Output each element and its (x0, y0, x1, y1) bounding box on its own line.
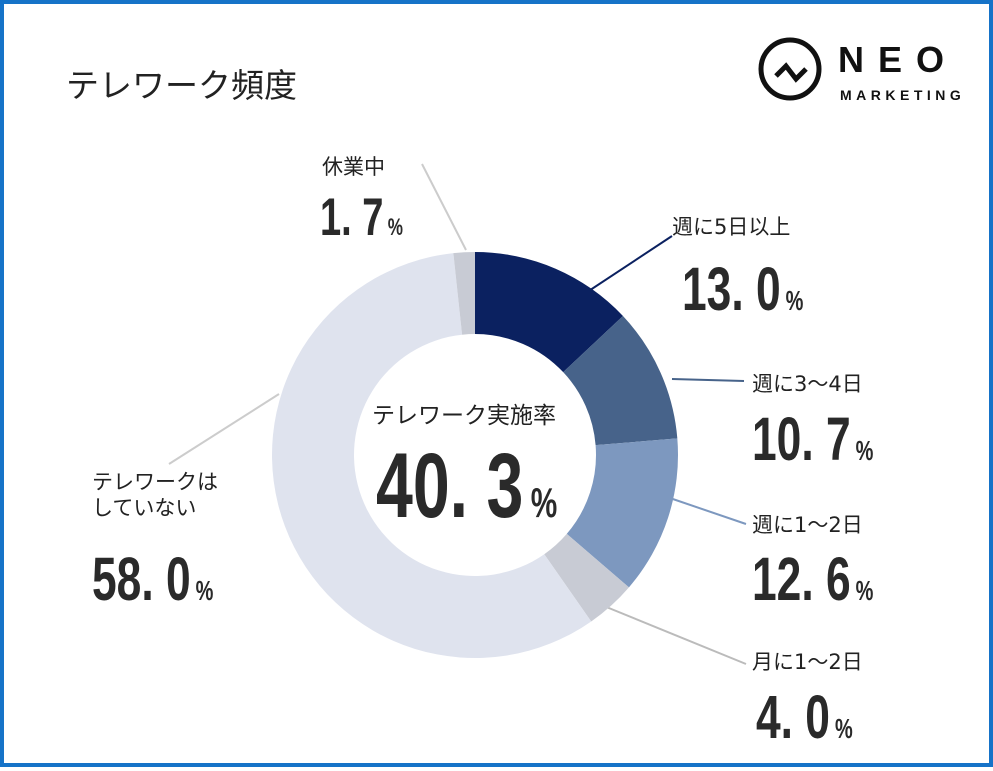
logo-main-text: NEO (838, 39, 958, 80)
leader-line (663, 495, 747, 525)
slice-value: 10. 7% (752, 405, 874, 474)
center-value: 40. 3% (376, 435, 558, 537)
slice-value: 1. 7% (320, 188, 403, 247)
slice-label: 週に5日以上 (672, 215, 791, 239)
neo-marketing-logo: NEO MARKETING (758, 37, 965, 103)
slice-value: 4. 0% (756, 683, 853, 752)
donut-slice (563, 316, 678, 446)
logo-sub-text: MARKETING (840, 87, 965, 103)
slice-label: 休業中 (322, 155, 385, 179)
slice-label: テレワークは していない (92, 470, 218, 521)
donut-slice (566, 438, 678, 588)
slice-label: 月に1～2日 (752, 650, 863, 674)
donut-slice (544, 533, 629, 622)
slice-label: 週に3～4日 (752, 372, 863, 396)
chart-title: テレワーク頻度 (66, 66, 297, 105)
leader-line (671, 378, 745, 382)
leader-line (421, 163, 467, 251)
slice-value: 13. 0% (682, 255, 804, 324)
donut-slice (272, 253, 592, 659)
slice-value: 58. 0% (92, 545, 214, 614)
leader-line (598, 603, 747, 665)
donut-slice (475, 252, 623, 373)
slice-value: 12. 6% (752, 545, 874, 614)
leader-line (168, 393, 280, 465)
center-label: テレワーク実施率 (372, 403, 556, 429)
slice-label: 週に1～2日 (752, 513, 863, 537)
donut-chart (168, 163, 747, 665)
donut-slice (453, 252, 475, 335)
